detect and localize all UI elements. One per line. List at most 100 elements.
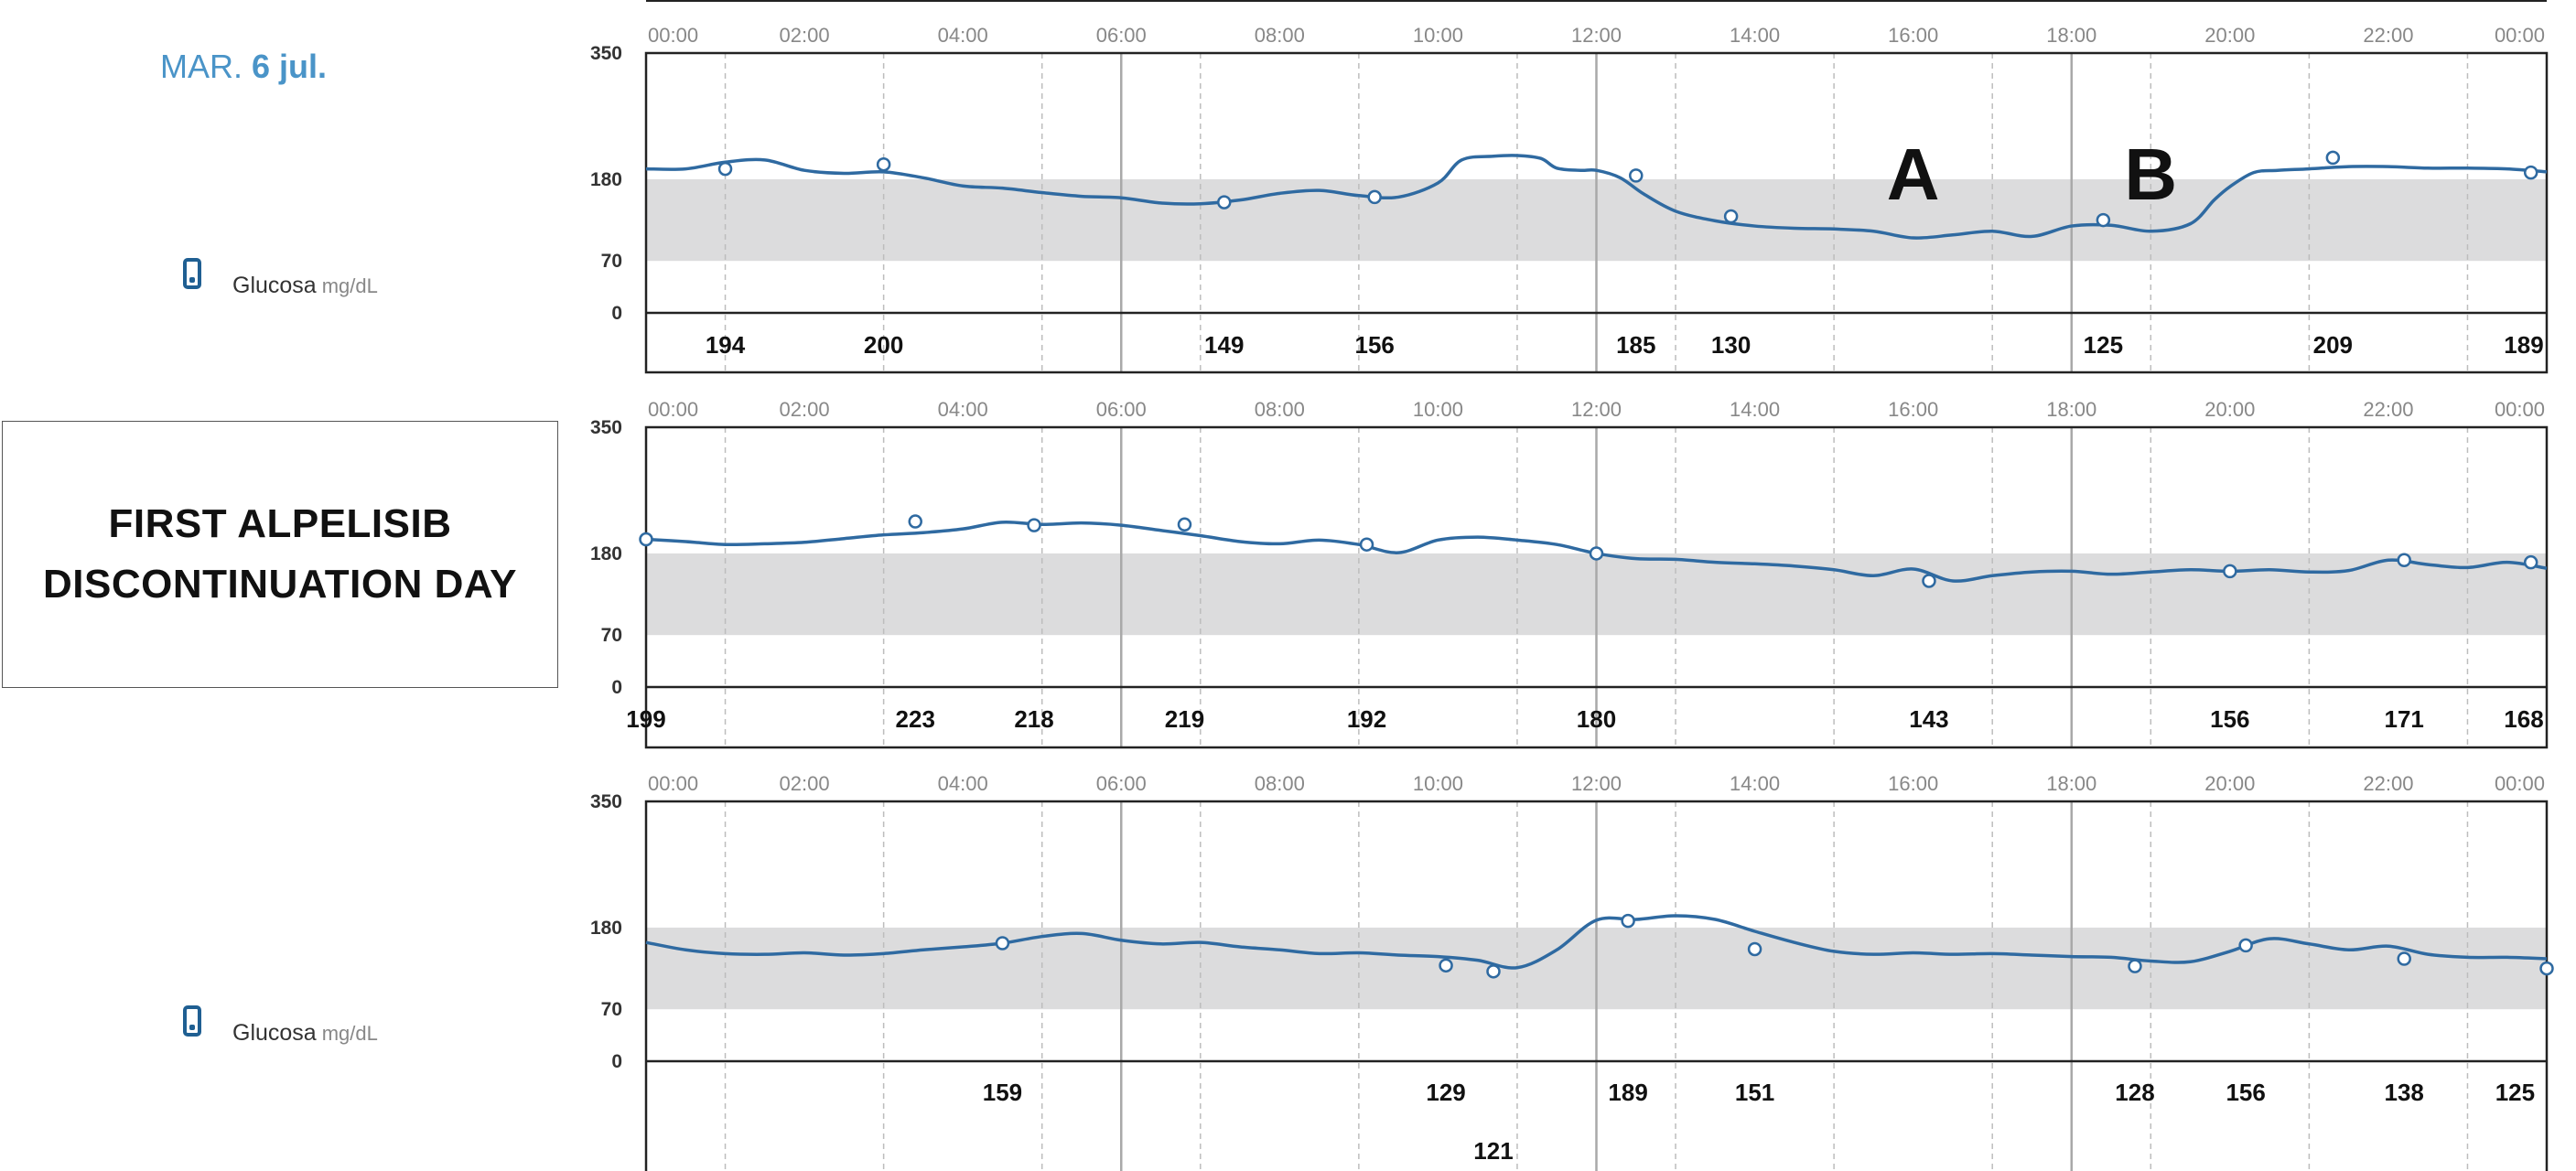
x-tick-label: 22:00 [2363, 24, 2413, 47]
y-tick-label: 350 [590, 791, 622, 812]
reading-marker [1439, 958, 1453, 973]
reading-marker [2397, 553, 2411, 567]
value-label: 192 [1347, 705, 1386, 733]
x-tick-label: 02:00 [780, 398, 830, 421]
date-day: 6 jul. [252, 48, 328, 85]
value-label: 171 [2385, 705, 2424, 733]
value-label: 168 [2504, 705, 2543, 733]
annotation-b: B [2124, 134, 2177, 215]
x-tick-label: 04:00 [938, 24, 988, 47]
reading-marker [2397, 951, 2411, 966]
value-label: 199 [626, 705, 665, 733]
value-label: 156 [1354, 331, 1394, 359]
x-tick-label: 04:00 [938, 398, 988, 421]
x-tick-label: 12:00 [1571, 398, 1622, 421]
x-tick-label: 16:00 [1888, 772, 1938, 795]
x-tick-label: 06:00 [1096, 24, 1147, 47]
x-tick-label: 20:00 [2204, 772, 2255, 795]
x-tick-label: 00:00 [648, 772, 698, 795]
value-label: 138 [2385, 1079, 2424, 1106]
value-label: 121 [1473, 1137, 1513, 1165]
reading-marker [1629, 168, 1644, 183]
x-tick-label: 08:00 [1255, 772, 1305, 795]
x-tick-label: 18:00 [2046, 24, 2096, 47]
value-label: 143 [1909, 705, 1948, 733]
value-label: 151 [1735, 1079, 1774, 1106]
x-tick-label: 22:00 [2363, 772, 2413, 795]
reading-marker [1723, 209, 1739, 224]
reading-marker [2539, 961, 2554, 976]
x-tick-label: 10:00 [1413, 24, 1463, 47]
reading-marker [908, 514, 922, 529]
x-tick-label: 14:00 [1730, 772, 1780, 795]
annotation-a: A [1887, 134, 1940, 215]
y-tick-label: 180 [590, 918, 622, 939]
y-tick-label: 70 [601, 999, 622, 1020]
x-tick-label: 12:00 [1571, 24, 1622, 47]
x-tick-label: 00:00 [2495, 398, 2545, 421]
x-tick-label: 16:00 [1888, 24, 1938, 47]
reading-marker [1621, 913, 1635, 929]
reading-marker [1367, 189, 1382, 205]
x-tick-label: 10:00 [1413, 772, 1463, 795]
x-tick-label: 04:00 [938, 772, 988, 795]
y-tick-label: 0 [611, 1051, 622, 1072]
value-label: 159 [983, 1079, 1022, 1106]
reading-marker [1747, 941, 1762, 957]
y-tick-label: 70 [601, 251, 622, 272]
reading-marker [1027, 518, 1041, 532]
x-tick-label: 16:00 [1888, 398, 1938, 421]
reading-marker [2325, 150, 2341, 166]
x-tick-label: 20:00 [2204, 24, 2255, 47]
x-tick-label: 02:00 [780, 772, 830, 795]
value-label: 128 [2115, 1079, 2154, 1106]
y-tick-label: 180 [590, 543, 622, 564]
reading-marker [2128, 959, 2142, 973]
x-tick-label: 14:00 [1730, 24, 1780, 47]
date-label: MAR. 6 jul. [160, 48, 327, 86]
x-tick-label: 18:00 [2046, 772, 2096, 795]
y-tick-label: 350 [590, 43, 622, 64]
value-label: 125 [2084, 331, 2123, 359]
reading-marker [2223, 564, 2237, 579]
value-label: 218 [1014, 705, 1053, 733]
glucose-series-line [645, 914, 2548, 970]
x-tick-label: 18:00 [2046, 398, 2096, 421]
reading-marker [1177, 517, 1192, 532]
value-label: 149 [1204, 331, 1244, 359]
legend-unit: mg/dL [321, 274, 378, 297]
glucose-chart-3: 00:00 02:00 04:00 06:00 08:00 10:00 12:00 14:00… [590, 772, 2554, 1171]
y-tick-label: 0 [611, 677, 622, 698]
reading-marker [2523, 165, 2538, 180]
reading-marker [2523, 554, 2538, 570]
reading-marker [876, 156, 891, 172]
x-tick-label: 08:00 [1255, 398, 1305, 421]
reading-marker [1359, 537, 1374, 552]
value-label: 219 [1165, 705, 1204, 733]
x-tick-label: 08:00 [1255, 24, 1305, 47]
reading-marker [995, 936, 1010, 951]
glucose-chart-2: 00:00 02:00 04:00 06:00 08:00 10:00 12:00 14:00… [590, 398, 2549, 749]
reading-marker [2096, 212, 2111, 228]
y-tick-label: 70 [601, 625, 622, 646]
phone-icon [183, 1005, 201, 1037]
reading-marker [1486, 964, 1501, 979]
value-label: 223 [896, 705, 935, 733]
y-tick-label: 0 [611, 303, 622, 324]
value-label: 185 [1616, 331, 1655, 359]
x-tick-label: 00:00 [2495, 24, 2545, 47]
phone-icon [183, 258, 201, 289]
discontinuation-note-box: FIRST ALPELISIB DISCONTINUATION DAY [2, 421, 558, 688]
x-tick-label: 00:00 [648, 398, 698, 421]
reading-marker [1922, 574, 1936, 588]
glucose-chart-1: 00:00 02:00 04:00 06:00 08:00 10:00 12:00 14:00… [590, 24, 2549, 374]
value-label: 209 [2313, 331, 2353, 359]
reading-marker [1589, 546, 1604, 561]
x-tick-label: 06:00 [1096, 398, 1147, 421]
reading-marker [1217, 195, 1232, 209]
plot-frame [644, 51, 2549, 374]
note-line-1: FIRST ALPELISIB [108, 501, 452, 546]
value-label: 129 [1426, 1079, 1465, 1106]
value-label: 200 [864, 331, 903, 359]
